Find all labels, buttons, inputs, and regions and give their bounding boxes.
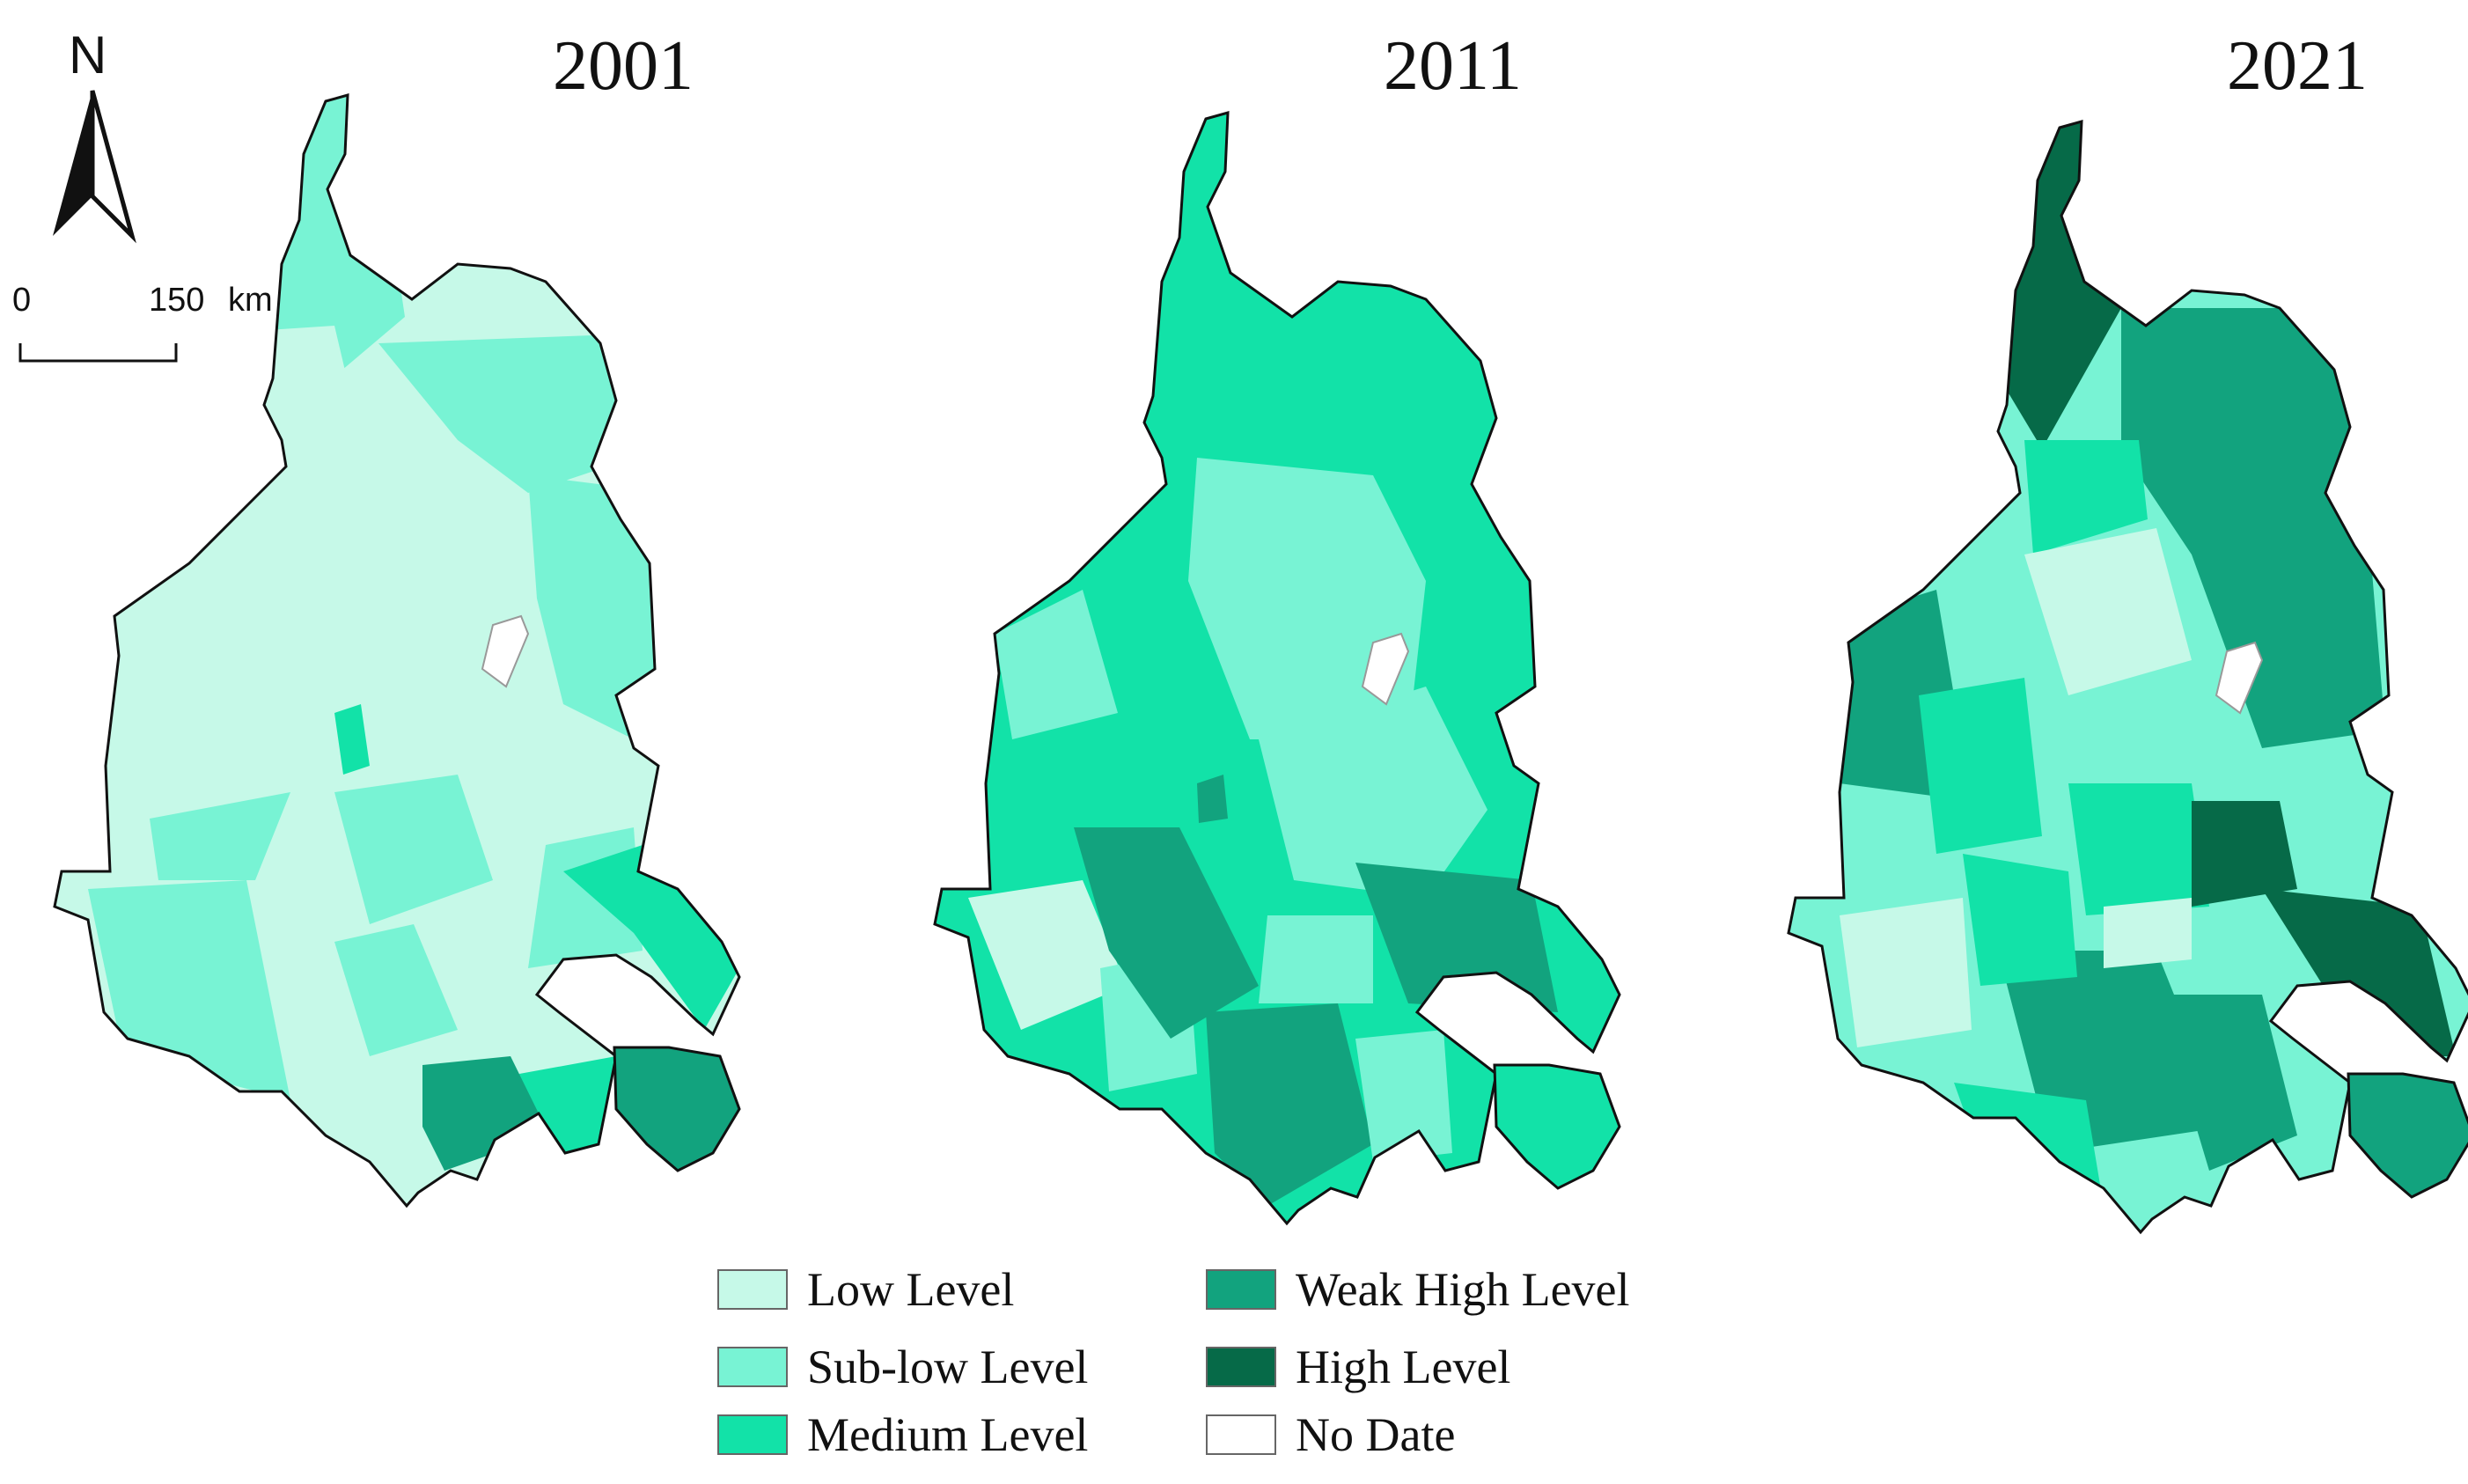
legend-swatch-high [1206, 1347, 1276, 1387]
legend-item-weakhigh: Weak High Level [1206, 1259, 1630, 1320]
legend-swatch-medium [717, 1414, 788, 1455]
map-2021 [1787, 120, 2468, 1234]
legend-label-low: Low Level [807, 1263, 1015, 1316]
legend-label-medium: Medium Level [807, 1408, 1089, 1461]
scale-start: 0 [12, 282, 32, 319]
year-label-2021: 2021 [2227, 27, 2368, 105]
year-label-2011: 2011 [1384, 27, 1523, 105]
year-label-2001: 2001 [553, 27, 694, 105]
map-2001 [53, 93, 741, 1208]
north-label: N [69, 26, 107, 84]
legend-swatch-nodata [1206, 1414, 1276, 1455]
scale-unit: km [228, 282, 273, 319]
legend-swatch-low [717, 1269, 788, 1310]
legend-label-high: High Level [1296, 1341, 1511, 1393]
legend-item-medium: Medium Level [717, 1404, 1088, 1466]
legend-item-high: High Level [1206, 1336, 1510, 1398]
legend-item-sublow: Sub-low Level [717, 1336, 1088, 1398]
legend-swatch-weakhigh [1206, 1269, 1276, 1310]
legend-label-weakhigh: Weak High Level [1296, 1263, 1630, 1316]
north-arrow-icon [53, 90, 136, 244]
legend-item-low: Low Level [717, 1259, 1014, 1320]
legend-swatch-sublow [717, 1347, 788, 1387]
legend-label-nodata: No Date [1296, 1408, 1456, 1461]
map-2011 [933, 111, 1621, 1225]
legend-item-nodata: No Date [1206, 1404, 1455, 1466]
legend: Low Level Sub-low Level Medium Level Wea… [717, 1259, 1774, 1479]
legend-label-sublow: Sub-low Level [807, 1341, 1089, 1393]
scale-bar: 0 150 km [12, 282, 276, 378]
scale-end: 150 [149, 282, 205, 319]
